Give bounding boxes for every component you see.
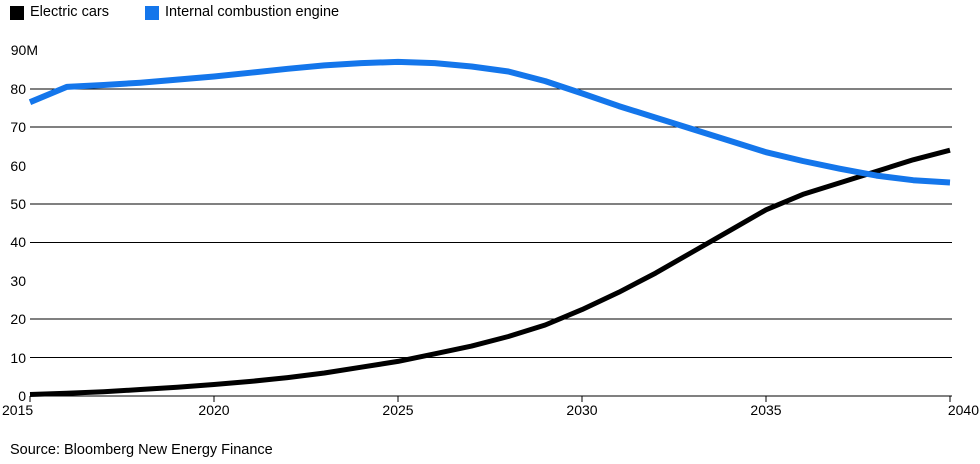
internal-combustion-engine-swatch-icon	[144, 5, 159, 20]
x-axis-label-2015: 2015	[2, 402, 34, 418]
y-axis-label-10: 10	[10, 349, 26, 366]
y-axis-label-0: 0	[18, 388, 26, 404]
y-axis-label-30: 30	[10, 272, 26, 289]
x-axis-label-2040: 2040	[947, 402, 979, 418]
electric-cars-line	[29, 147, 951, 397]
legend: Electric cars Internal combustion engine	[10, 4, 339, 21]
source-note: Source: Bloomberg New Energy Finance	[10, 442, 273, 458]
legend-item-electric-cars: Electric cars	[10, 4, 109, 21]
x-axis-label-2025: 2025	[382, 402, 414, 418]
y-axis-label-20: 20	[10, 311, 26, 328]
y-axis-label-50: 50	[10, 196, 26, 212]
internal-combustion-engine-line	[28, 58, 951, 186]
y-axis-label-40: 40	[10, 234, 26, 251]
legend-label-electric-cars: Electric cars	[30, 4, 109, 20]
legend-item-internal-combustion-engine: Internal combustion engine	[144, 4, 340, 21]
x-axis-label-2035: 2035	[750, 402, 782, 418]
y-axis-label-70: 70	[10, 119, 26, 136]
x-axis-label-2020: 2020	[198, 402, 230, 418]
x-axis-label-2030: 2030	[566, 402, 598, 418]
y-axis-label-80: 80	[10, 80, 26, 97]
electric-cars-swatch-icon	[10, 5, 24, 20]
y-axis-label-90M: 90M	[10, 42, 38, 59]
legend-label-internal-combustion-engine: Internal combustion engine	[164, 4, 340, 20]
y-axis-label-60: 60	[10, 157, 26, 174]
